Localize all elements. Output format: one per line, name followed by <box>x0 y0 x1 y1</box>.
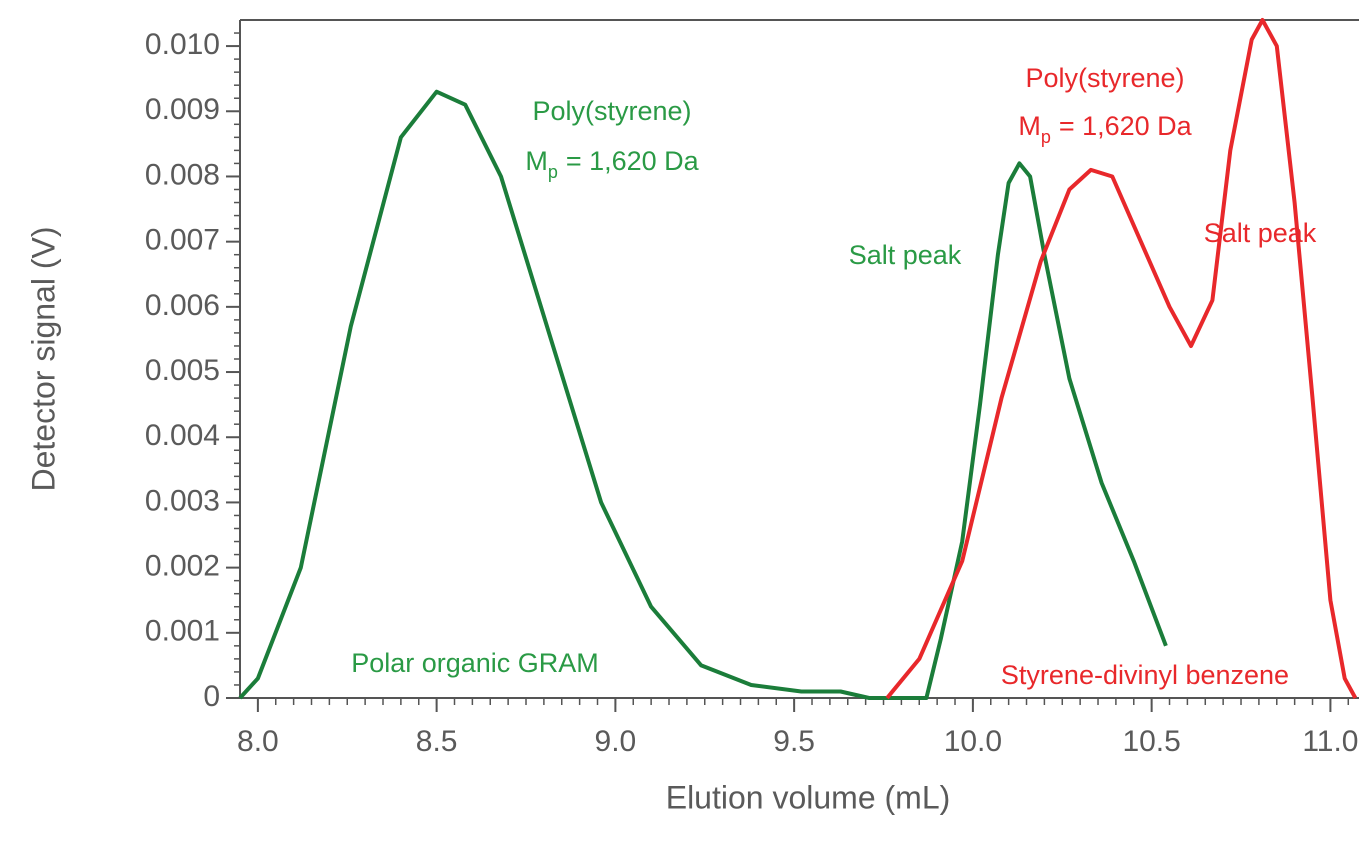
annotation: Salt peak <box>849 240 962 270</box>
x-tick-label: 10.5 <box>1122 725 1180 758</box>
x-tick-label: 11.0 <box>1302 725 1358 758</box>
y-tick-label: 0.003 <box>145 484 220 517</box>
annotation: Poly(styrene) <box>532 96 691 126</box>
y-tick-label: 0 <box>203 680 220 713</box>
annotation-text: Polar organic GRAM <box>351 648 599 678</box>
annotation-text: Salt peak <box>1204 218 1317 248</box>
y-tick-label: 0.009 <box>145 93 220 126</box>
annotation: Poly(styrene) <box>1025 63 1184 93</box>
x-tick-label: 10.0 <box>944 725 1002 758</box>
x-tick-label: 9.5 <box>773 725 815 758</box>
annotation-text: Poly(styrene) <box>532 96 691 126</box>
x-axis-title: Elution volume (mL) <box>666 779 951 815</box>
annotation-subscript: p <box>548 162 558 182</box>
y-tick-label: 0.004 <box>145 419 220 452</box>
y-tick-label: 0.001 <box>145 615 220 648</box>
annotation: Polar organic GRAM <box>351 648 599 678</box>
series-line <box>885 18 1358 700</box>
x-tick-label: 9.0 <box>595 725 637 758</box>
annotation-text: Poly(styrene) <box>1025 63 1184 93</box>
y-tick-label: 0.006 <box>145 289 220 322</box>
annotation-text: = 1,620 Da <box>1059 111 1193 141</box>
annotation-text: = 1,620 Da <box>566 146 700 176</box>
y-tick-label: 0.010 <box>145 28 220 61</box>
series-line <box>238 89 1168 700</box>
annotation: Mp = 1,620 Da <box>525 146 699 182</box>
y-tick-label: 0.008 <box>145 158 220 191</box>
x-tick-label: 8.5 <box>416 725 458 758</box>
annotation-text: Salt peak <box>849 240 962 270</box>
annotation-text: M <box>1018 111 1041 141</box>
annotation: Salt peak <box>1204 218 1317 248</box>
x-tick-label: 8.0 <box>237 725 279 758</box>
label-background <box>960 658 1330 696</box>
y-tick-label: 0.005 <box>145 354 220 387</box>
annotation-text: M <box>525 146 548 176</box>
annotation: Mp = 1,620 Da <box>1018 111 1192 147</box>
annotation-text: Styrene-divinyl benzene <box>1001 660 1289 690</box>
annotation-subscript: p <box>1041 127 1051 147</box>
y-tick-label: 0.002 <box>145 550 220 583</box>
y-tick-label: 0.007 <box>145 224 220 257</box>
annotation: Styrene-divinyl benzene <box>1001 660 1289 690</box>
y-axis-title: Detector signal (V) <box>25 227 61 492</box>
